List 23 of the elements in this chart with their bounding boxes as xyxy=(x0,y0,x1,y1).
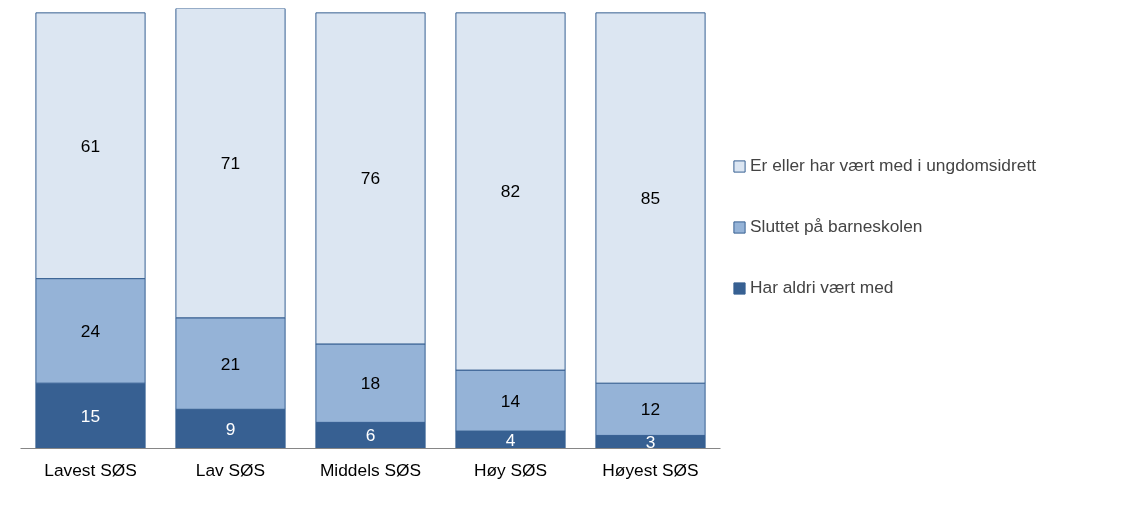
data-label: 9 xyxy=(225,418,236,439)
data-label: 4 xyxy=(505,429,516,450)
x-tick-label: Høy SØS xyxy=(473,459,548,480)
x-tick-label: Lav SØS xyxy=(195,459,266,480)
data-label: 85 xyxy=(640,188,661,208)
data-label: 61 xyxy=(80,135,101,156)
x-tick-label: Høyest SØS xyxy=(602,459,699,480)
x-tick-label: Lavest SØS xyxy=(44,459,137,480)
legend-label: Sluttet på barneskolen xyxy=(750,216,923,237)
data-label: 21 xyxy=(220,353,241,374)
data-label: 18 xyxy=(360,373,381,394)
data-label: 71 xyxy=(220,153,241,174)
data-label: 15 xyxy=(80,405,101,426)
data-label: 3 xyxy=(645,431,656,452)
legend-label: Er eller har vært med i ungdomsidrett xyxy=(750,155,1037,176)
data-label: 6 xyxy=(365,425,376,446)
x-tick-label: Middels SØS xyxy=(319,459,422,480)
data-label: 14 xyxy=(500,390,521,411)
data-label: 24 xyxy=(80,320,101,341)
data-label: 76 xyxy=(360,168,381,189)
data-label: 82 xyxy=(500,181,521,202)
legend-label: Har aldri vært med xyxy=(750,277,894,298)
data-label: 12 xyxy=(640,399,661,420)
